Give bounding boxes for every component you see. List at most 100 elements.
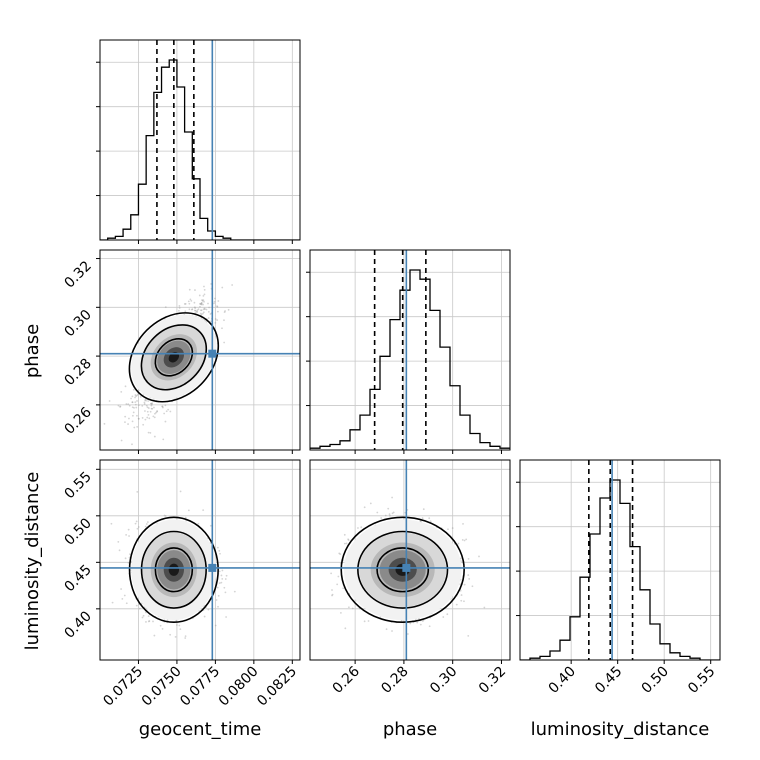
sample-point bbox=[201, 299, 204, 302]
sample-point bbox=[135, 395, 137, 398]
sample-point bbox=[380, 517, 383, 519]
sample-point bbox=[134, 522, 137, 525]
sample-point bbox=[153, 406, 155, 409]
sample-point bbox=[203, 285, 205, 288]
sample-point bbox=[215, 599, 218, 601]
sample-point bbox=[147, 431, 150, 434]
sample-point bbox=[421, 517, 424, 520]
x-tick-label-geocent_time: 0.0800 bbox=[216, 664, 262, 710]
sample-point bbox=[217, 605, 219, 608]
sample-point bbox=[200, 303, 203, 306]
sample-point bbox=[164, 420, 167, 423]
sample-point bbox=[347, 539, 350, 542]
sample-point bbox=[462, 522, 464, 525]
sample-point bbox=[224, 310, 226, 312]
sample-point bbox=[203, 307, 206, 310]
contour-level-1 bbox=[140, 530, 207, 609]
sample-point bbox=[134, 403, 137, 406]
sample-point bbox=[331, 589, 333, 591]
scatter-content bbox=[100, 250, 300, 450]
xlabel-phase: phase bbox=[383, 719, 437, 740]
sample-point bbox=[406, 633, 409, 635]
sample-point bbox=[110, 522, 113, 525]
sample-point bbox=[143, 403, 146, 405]
panel-frame bbox=[309, 249, 511, 451]
x-tick-label-luminosity_distance: 0.40 bbox=[546, 664, 579, 697]
sample-point bbox=[429, 520, 432, 523]
sample-point bbox=[208, 306, 211, 309]
sample-point bbox=[150, 404, 153, 407]
sample-point bbox=[203, 289, 206, 291]
sample-point bbox=[388, 514, 391, 517]
sample-point bbox=[156, 410, 159, 413]
sample-point bbox=[419, 623, 422, 626]
x-tick-label-phase: 0.32 bbox=[476, 664, 509, 697]
sample-point bbox=[120, 390, 123, 393]
sample-point bbox=[134, 396, 136, 399]
sample-point bbox=[207, 302, 209, 305]
sample-point bbox=[200, 317, 203, 319]
y-tick-label-luminosity_distance: 0.50 bbox=[61, 515, 94, 548]
sample-point bbox=[455, 603, 458, 606]
sample-point bbox=[357, 527, 359, 529]
sample-point bbox=[141, 404, 144, 407]
sample-point bbox=[144, 525, 147, 528]
sample-point bbox=[331, 593, 334, 596]
sample-point bbox=[213, 300, 216, 303]
sample-point bbox=[137, 526, 140, 528]
sample-point bbox=[221, 286, 224, 289]
scatter-content bbox=[100, 460, 300, 660]
sample-point bbox=[213, 302, 215, 305]
sample-point bbox=[131, 414, 134, 417]
sample-point bbox=[188, 288, 191, 291]
sample-point bbox=[419, 520, 422, 523]
sample-point bbox=[214, 624, 217, 627]
sample-point bbox=[150, 402, 152, 405]
panel-frame bbox=[99, 249, 301, 451]
sample-point bbox=[136, 490, 139, 493]
sample-point bbox=[467, 634, 470, 637]
contour-level-1 bbox=[357, 530, 449, 609]
sample-point bbox=[111, 601, 114, 604]
sample-point bbox=[422, 508, 425, 511]
sample-point bbox=[164, 515, 167, 517]
injection-marker bbox=[402, 563, 411, 572]
sample-point bbox=[117, 404, 120, 407]
sample-point bbox=[330, 572, 333, 575]
sample-point bbox=[184, 310, 187, 313]
sample-point bbox=[459, 583, 462, 586]
sample-point bbox=[135, 406, 138, 409]
sample-point bbox=[343, 542, 346, 545]
sample-point bbox=[150, 407, 153, 410]
sample-point bbox=[468, 578, 471, 580]
sample-point bbox=[218, 570, 221, 573]
sample-point bbox=[391, 496, 394, 499]
x-tick-label-geocent_time: 0.0750 bbox=[139, 664, 185, 710]
sample-point bbox=[376, 511, 379, 514]
sample-point bbox=[194, 309, 197, 312]
sample-point bbox=[218, 549, 221, 552]
sample-point bbox=[137, 418, 140, 420]
sample-point bbox=[216, 305, 218, 308]
sample-point bbox=[132, 388, 135, 391]
sample-point bbox=[136, 425, 139, 428]
sample-point bbox=[347, 538, 350, 541]
sample-point bbox=[338, 552, 341, 555]
sample-point bbox=[471, 585, 474, 588]
sample-point bbox=[467, 557, 470, 560]
sample-point bbox=[178, 624, 181, 627]
sample-point bbox=[118, 549, 121, 552]
sample-point bbox=[191, 308, 194, 311]
sample-point bbox=[147, 400, 150, 402]
sample-point bbox=[183, 303, 186, 305]
sample-point bbox=[461, 539, 464, 541]
sample-point bbox=[137, 393, 139, 396]
sample-point bbox=[131, 443, 133, 446]
sample-point bbox=[178, 309, 180, 312]
sample-point bbox=[428, 625, 431, 628]
sample-point bbox=[149, 431, 152, 434]
sample-point bbox=[197, 522, 200, 525]
sample-point bbox=[144, 399, 146, 401]
sample-point bbox=[139, 396, 142, 398]
